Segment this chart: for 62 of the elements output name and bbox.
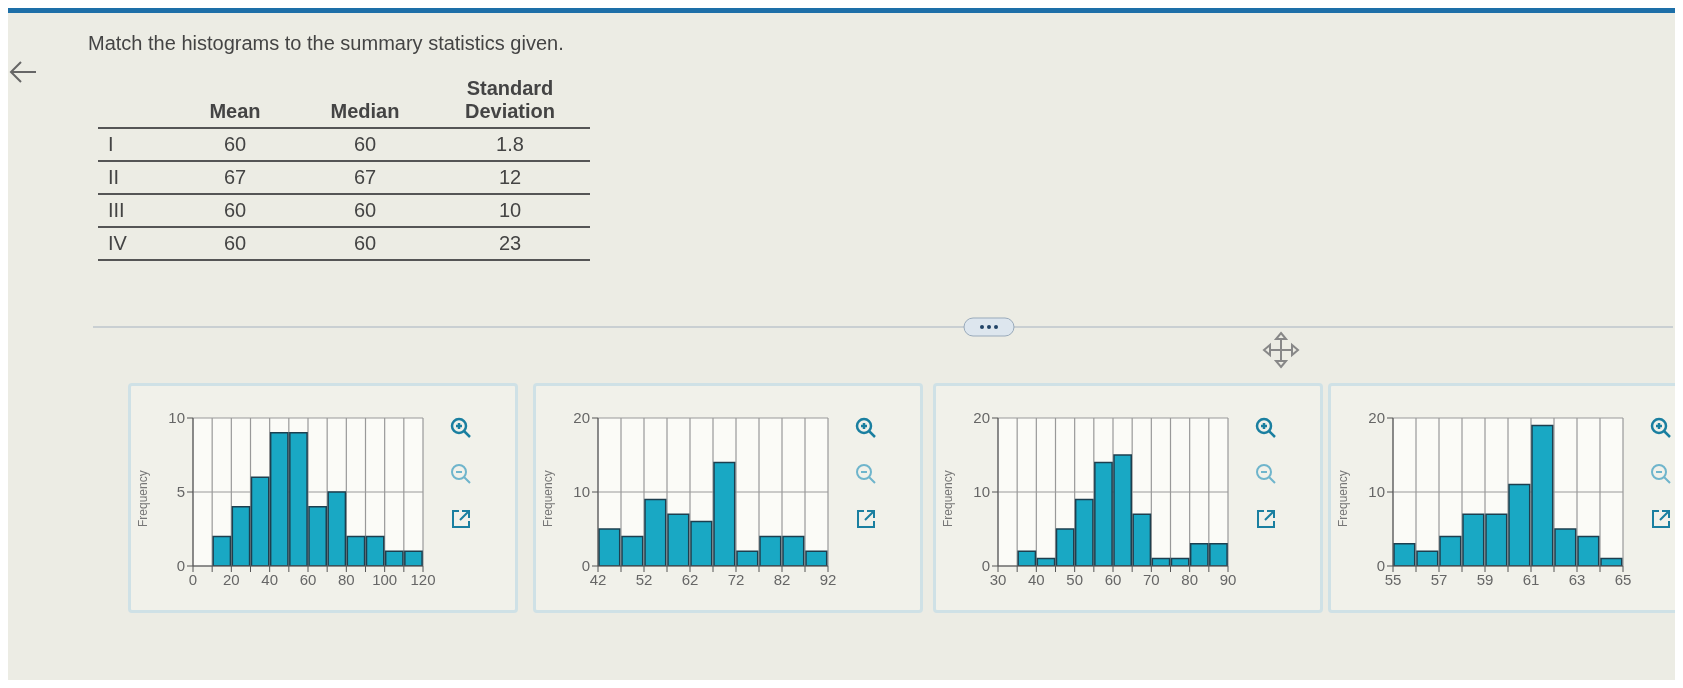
category-label: I (107, 132, 115, 157)
y-tick-label: 0 (981, 557, 990, 575)
data-label: 60 (222, 231, 248, 256)
x-tick-label: 57 (1430, 570, 1448, 588)
x-tick-label: 42 (589, 570, 607, 588)
x-tick-label: 30 (989, 570, 1007, 588)
x-tick-label: 20 (222, 570, 240, 588)
data-label: 60 (352, 231, 378, 256)
data-label: 60 (222, 132, 248, 157)
x-tick-label: 59 (1476, 570, 1494, 588)
text: Match the histograms to the summary statistics given. (88, 32, 565, 55)
y-tick-label: 20 (973, 409, 990, 427)
x-tick-label: 80 (1181, 570, 1199, 588)
data-label: 12 (497, 165, 523, 190)
data-label: 67 (222, 165, 248, 190)
y-axis-title: Frequency (541, 470, 556, 527)
data-label: 60 (352, 132, 378, 157)
y-axis-title: Frequency (136, 470, 151, 527)
x-tick-label: 82 (773, 570, 791, 588)
data-label: 10 (497, 198, 523, 223)
y-axis-title: Frequency (941, 470, 956, 527)
y-tick-label: 0 (581, 557, 590, 575)
data-label: 60 (222, 198, 248, 223)
x-tick-label: 60 (299, 570, 317, 588)
y-tick-label: 0 (176, 557, 185, 575)
category-label: III (107, 198, 126, 223)
x-tick-label: 55 (1384, 570, 1402, 588)
x-tick-label: 0 (188, 570, 198, 588)
data-label: 23 (497, 231, 523, 256)
data-label: 67 (352, 165, 378, 190)
y-tick-label: 10 (573, 483, 590, 501)
y-tick-label: 5 (176, 483, 185, 501)
text: Standard Deviation (464, 77, 556, 123)
category-label: IV (107, 231, 128, 256)
x-tick-label: 52 (635, 570, 653, 588)
x-tick-label: 40 (1027, 570, 1045, 588)
x-tick-label: 60 (1104, 570, 1122, 588)
x-tick-label: 92 (819, 570, 837, 588)
data-label: 1.8 (495, 132, 525, 157)
text: Mean (208, 100, 262, 123)
category-label: II (107, 165, 121, 190)
x-tick-label: 100 (372, 570, 398, 588)
y-tick-label: 20 (1368, 409, 1385, 427)
y-tick-label: 20 (573, 409, 590, 427)
x-tick-label: 65 (1614, 570, 1632, 588)
x-tick-label: 40 (261, 570, 279, 588)
x-tick-label: 72 (727, 570, 745, 588)
y-tick-label: 10 (973, 483, 990, 501)
data-label: 60 (352, 198, 378, 223)
y-tick-label: 10 (168, 409, 185, 427)
x-tick-label: 63 (1568, 570, 1586, 588)
y-tick-label: 10 (1368, 483, 1385, 501)
x-tick-label: 61 (1522, 570, 1540, 588)
y-tick-label: 0 (1376, 557, 1385, 575)
x-tick-label: 90 (1219, 570, 1237, 588)
y-axis-title: Frequency (1336, 470, 1351, 527)
x-tick-label: 70 (1142, 570, 1160, 588)
x-tick-label: 80 (337, 570, 355, 588)
x-tick-label: 50 (1066, 570, 1084, 588)
x-tick-label: 120 (410, 570, 436, 588)
text: Median (329, 100, 401, 123)
x-tick-label: 62 (681, 570, 699, 588)
